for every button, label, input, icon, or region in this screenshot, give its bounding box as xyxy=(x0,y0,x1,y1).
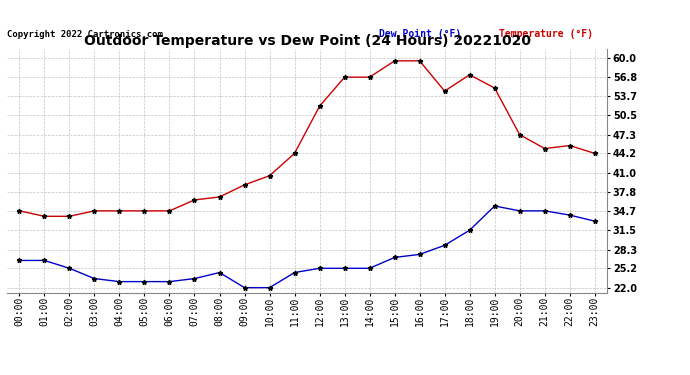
Text: Copyright 2022 Cartronics.com: Copyright 2022 Cartronics.com xyxy=(7,30,163,39)
Title: Outdoor Temperature vs Dew Point (24 Hours) 20221020: Outdoor Temperature vs Dew Point (24 Hou… xyxy=(83,34,531,48)
Text: Temperature (°F): Temperature (°F) xyxy=(499,29,593,39)
Text: Dew Point (°F): Dew Point (°F) xyxy=(379,29,462,39)
